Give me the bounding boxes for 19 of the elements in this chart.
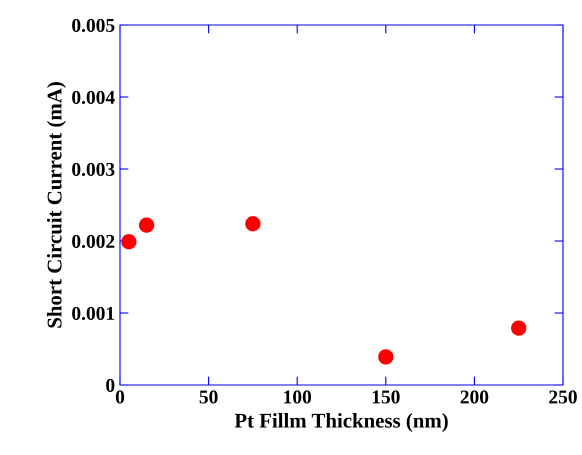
x-tick-label: 50 (200, 390, 218, 404)
point (138, 218, 154, 233)
point (121, 234, 136, 250)
x-tick-label: 150 (372, 390, 400, 404)
x-tick-label: 200 (460, 390, 488, 404)
x-axis-title: Pt Fillm Thickness (nm) (234, 413, 448, 432)
x-tick-label: 250 (549, 390, 577, 404)
y-tick-label: 0 (106, 378, 114, 392)
point (378, 349, 394, 365)
y-tick-label: 0.002 (72, 234, 114, 248)
y-tick-label: 0.004 (72, 90, 115, 104)
y-tick-label: 0.005 (72, 18, 114, 32)
point (245, 216, 261, 232)
x-tick-label: 0 (116, 390, 124, 404)
y-tick-label: 0.001 (72, 306, 114, 320)
y-axis-title: Short Circuit Current (mA) (46, 82, 66, 328)
point (511, 320, 526, 336)
y-tick-label: 0.003 (72, 162, 114, 176)
x-tick-label: 100 (284, 390, 312, 404)
